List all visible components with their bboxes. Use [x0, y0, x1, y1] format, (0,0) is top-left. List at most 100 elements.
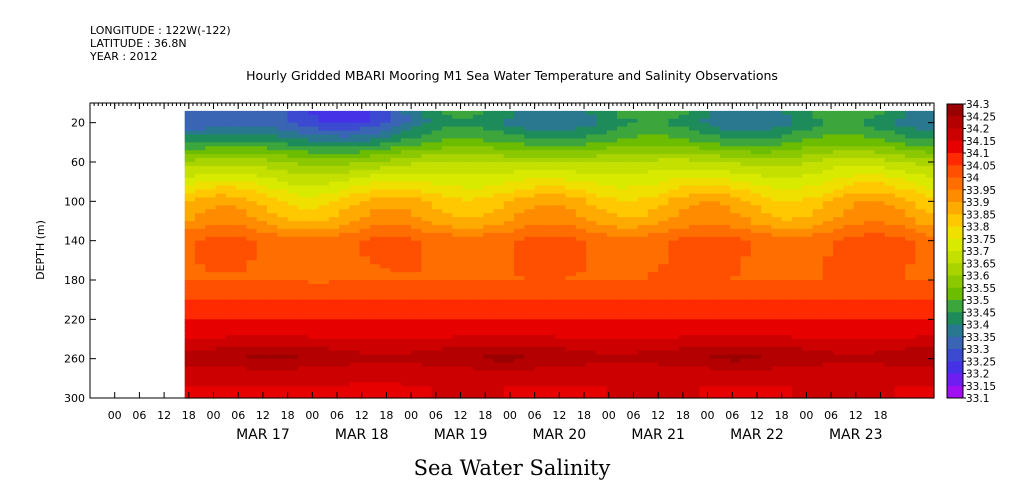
heatmap-cell	[267, 154, 278, 159]
heatmap-cell	[514, 299, 525, 305]
heatmap-cell	[246, 205, 258, 210]
heatmap-cell	[380, 169, 392, 175]
heatmap-cell	[812, 217, 824, 222]
heatmap-cell	[493, 177, 505, 183]
heatmap-cell	[822, 362, 834, 368]
heatmap-cell	[267, 327, 278, 332]
heatmap-cell	[668, 162, 680, 167]
heatmap-cell	[205, 291, 217, 297]
heatmap-cell	[514, 366, 525, 372]
heatmap-cell	[493, 130, 505, 136]
heatmap-cell	[472, 228, 484, 234]
heatmap-cell	[503, 264, 515, 269]
heatmap-cell	[184, 154, 196, 159]
heatmap-cell	[750, 224, 762, 230]
heatmap-cell	[205, 181, 217, 187]
heatmap-cell	[225, 146, 237, 151]
heatmap-cell	[369, 374, 381, 379]
heatmap-cell	[380, 114, 392, 120]
heatmap-cell	[184, 291, 196, 297]
heatmap-cell	[390, 315, 402, 320]
heatmap-cell	[390, 154, 402, 159]
heatmap-cell	[812, 335, 824, 340]
heatmap-cell	[586, 268, 597, 273]
heatmap-cell	[565, 346, 577, 352]
heatmap-cell	[689, 307, 700, 313]
heatmap-cell	[596, 256, 608, 261]
heatmap-cell	[544, 315, 556, 320]
heatmap-cell	[843, 307, 855, 313]
heatmap-cell	[514, 134, 525, 139]
heatmap-cell	[339, 319, 350, 324]
heatmap-cell	[740, 236, 752, 242]
heatmap-cell	[318, 228, 330, 234]
heatmap-cell	[483, 130, 495, 136]
heatmap-cell	[308, 295, 320, 301]
heatmap-cell	[689, 154, 700, 159]
heatmap-cell	[359, 386, 371, 391]
heatmap-cell	[246, 303, 258, 309]
heatmap-cell	[596, 307, 608, 313]
heatmap-cell	[514, 272, 525, 277]
heatmap-cell	[596, 287, 608, 293]
heatmap-cell	[699, 248, 711, 254]
heatmap-cell	[689, 354, 700, 360]
heatmap-cell	[359, 228, 371, 234]
heatmap-cell	[431, 134, 443, 139]
heatmap-cell	[864, 268, 875, 273]
heatmap-cell	[555, 248, 567, 254]
heatmap-cell	[586, 146, 597, 151]
heatmap-cell	[359, 126, 371, 132]
heatmap-cell	[421, 276, 433, 281]
heatmap-cell	[431, 280, 443, 285]
heatmap-cell	[565, 287, 577, 293]
heatmap-cell	[297, 221, 309, 226]
heatmap-cell	[864, 165, 875, 171]
heatmap-cell	[534, 394, 546, 399]
heatmap-cell	[308, 268, 320, 273]
heatmap-cell	[390, 323, 402, 328]
heatmap-cell	[308, 350, 320, 356]
heatmap-cell	[452, 354, 464, 360]
heatmap-cell	[637, 197, 649, 202]
heatmap-cell	[606, 126, 618, 132]
heatmap-cell	[555, 114, 567, 120]
heatmap-cell	[596, 350, 608, 356]
heatmap-cell	[411, 299, 423, 305]
heatmap-cell	[812, 374, 824, 379]
heatmap-cell	[596, 394, 608, 399]
heatmap-cell	[328, 386, 340, 391]
heatmap-cell	[658, 213, 670, 218]
heatmap-cell	[514, 394, 525, 399]
heatmap-cell	[627, 311, 639, 316]
heatmap-cell	[390, 169, 402, 175]
heatmap-cell	[822, 307, 834, 313]
heatmap-cell	[349, 142, 361, 147]
heatmap-cell	[215, 370, 227, 375]
heatmap-cell	[184, 331, 196, 336]
heatmap-cell	[442, 264, 453, 269]
heatmap-cell	[184, 177, 196, 183]
heatmap-cell	[503, 366, 515, 372]
heatmap-cell	[421, 311, 433, 316]
heatmap-cell	[277, 146, 289, 151]
heatmap-cell	[483, 209, 495, 214]
heatmap-cell	[297, 386, 309, 391]
heatmap-cell	[328, 268, 340, 273]
heatmap-cell	[472, 299, 484, 305]
heatmap-cell	[761, 209, 772, 214]
heatmap-cell	[442, 154, 453, 159]
heatmap-cell	[246, 177, 258, 183]
heatmap-cell	[421, 244, 433, 250]
heatmap-cell	[524, 252, 536, 257]
heatmap-cell	[606, 256, 618, 261]
heatmap-cell	[812, 291, 824, 297]
heatmap-cell	[802, 358, 814, 364]
heatmap-cell	[709, 244, 721, 250]
heatmap-cell	[411, 342, 423, 348]
heatmap-cell	[184, 193, 196, 198]
heatmap-cell	[791, 138, 803, 143]
heatmap-cell	[822, 126, 834, 132]
heatmap-cell	[555, 256, 567, 261]
heatmap-cell	[339, 295, 350, 301]
